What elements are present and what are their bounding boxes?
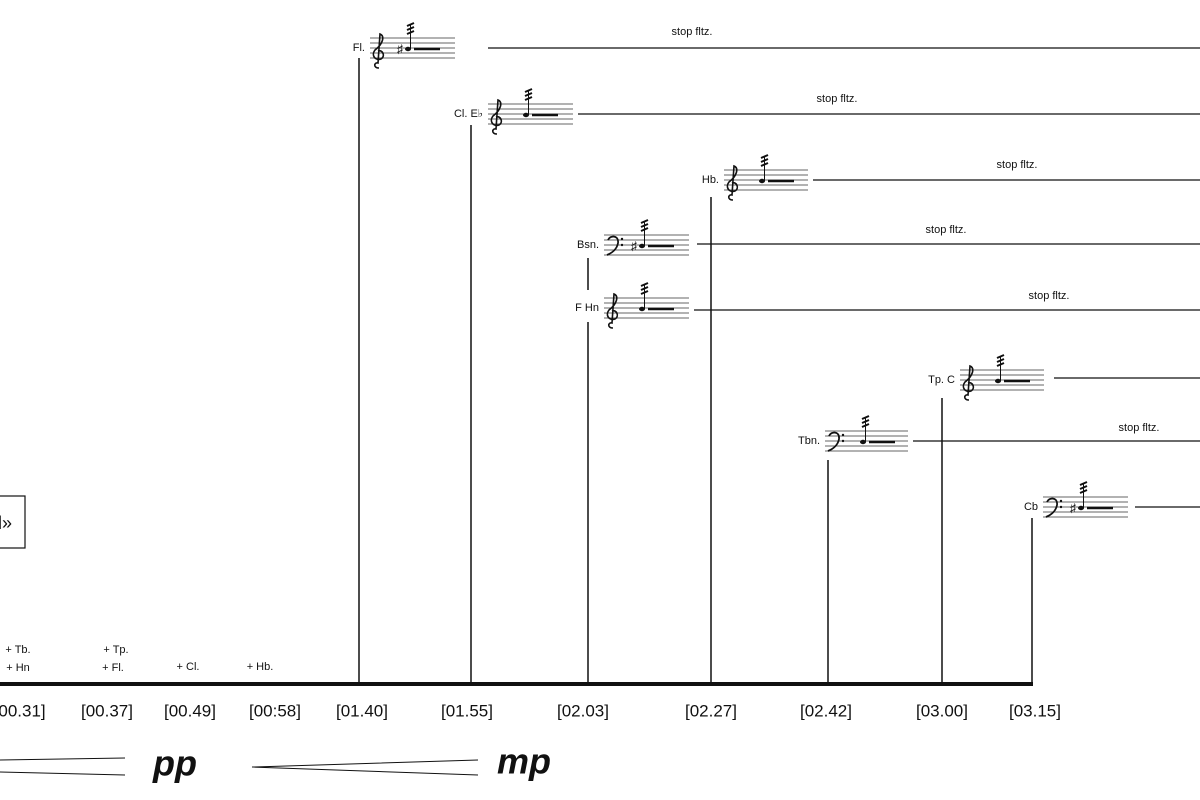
tremolo	[524, 92, 533, 97]
treble-clef	[726, 164, 739, 201]
hairpin	[0, 757, 126, 776]
stop-note: stop fltz.	[997, 159, 1038, 171]
notehead	[405, 46, 411, 52]
instrument-label: Tbn.	[798, 435, 820, 447]
dynamic: mp	[497, 741, 551, 782]
time-label: [00:58]	[249, 701, 301, 720]
tremolo	[1079, 485, 1088, 490]
time-label: [00.49]	[164, 701, 216, 720]
tremolo	[640, 290, 649, 295]
tremolo	[524, 96, 533, 101]
bass-dot	[620, 237, 624, 241]
tremolo	[1079, 481, 1088, 486]
treble-clef	[490, 98, 503, 135]
instrument-label: F Hn	[575, 302, 599, 314]
time-label: [03.00]	[916, 701, 968, 720]
time-label: [03.15]	[1009, 701, 1061, 720]
tremolo	[524, 88, 533, 93]
treble-clef	[606, 292, 619, 329]
tremolo	[1079, 489, 1088, 494]
entry-label: + Cl.	[177, 661, 200, 673]
tremolo	[760, 162, 769, 167]
instrument-label: Fl.	[353, 42, 365, 54]
tremolo	[996, 354, 1005, 359]
notehead	[860, 439, 866, 445]
bass-clef	[606, 235, 619, 256]
entry-label: + Fl.	[102, 662, 124, 674]
notehead	[1078, 505, 1084, 511]
bass-dot	[620, 243, 624, 247]
marker-text: l»	[0, 513, 12, 533]
tremolo	[406, 26, 415, 31]
time-label: [00.37]	[81, 701, 133, 720]
entry-label: + Tp.	[103, 644, 128, 656]
notehead	[995, 378, 1001, 384]
entry-label: + Hb.	[247, 661, 274, 673]
notehead	[639, 306, 645, 312]
hairpin	[251, 759, 479, 776]
tremolo	[640, 223, 649, 228]
dynamic: pp	[152, 743, 197, 784]
stop-note: stop fltz.	[817, 93, 858, 105]
bass-clef	[1045, 497, 1058, 518]
stop-note: stop fltz.	[1119, 422, 1160, 434]
time-label: [01.55]	[441, 701, 493, 720]
stop-note: stop fltz.	[672, 26, 713, 38]
entry-label: + Hn	[6, 662, 30, 674]
bass-dot	[841, 439, 845, 443]
instrument-label: Cb	[1024, 501, 1038, 513]
time-label: [02.27]	[685, 701, 737, 720]
notehead	[523, 112, 529, 118]
notehead	[639, 243, 645, 249]
bass-dot	[841, 433, 845, 437]
treble-clef	[962, 364, 975, 401]
tremolo	[640, 282, 649, 287]
sharp: ♯	[631, 239, 637, 253]
tremolo	[406, 22, 415, 27]
sharp: ♯	[1070, 501, 1076, 515]
bass-clef	[827, 431, 840, 452]
tremolo	[861, 419, 870, 424]
entry-label: + Tb.	[5, 644, 30, 656]
notehead	[759, 178, 765, 184]
stop-note: stop fltz.	[926, 224, 967, 236]
bass-dot	[1059, 499, 1063, 503]
marker-box	[0, 495, 26, 549]
tremolo	[861, 423, 870, 428]
instrument-label: Hb.	[702, 174, 719, 186]
time-label: 00.31]	[0, 701, 46, 720]
tremolo	[760, 154, 769, 159]
stop-note: stop fltz.	[1029, 290, 1070, 302]
instrument-label: Cl. E♭	[454, 108, 483, 120]
instrument-label: Tp. C	[928, 374, 955, 386]
tremolo	[406, 30, 415, 35]
time-label: [02.42]	[800, 701, 852, 720]
treble-clef	[372, 32, 385, 69]
tremolo	[996, 358, 1005, 363]
tremolo	[861, 415, 870, 420]
time-label: [02.03]	[557, 701, 609, 720]
tremolo	[760, 158, 769, 163]
time-label: [01.40]	[336, 701, 388, 720]
tremolo	[640, 219, 649, 224]
tremolo	[640, 286, 649, 291]
bass-dot	[1059, 505, 1063, 509]
sharp: ♯	[397, 42, 403, 56]
tremolo	[996, 362, 1005, 367]
tremolo	[640, 227, 649, 232]
instrument-label: Bsn.	[577, 239, 599, 251]
